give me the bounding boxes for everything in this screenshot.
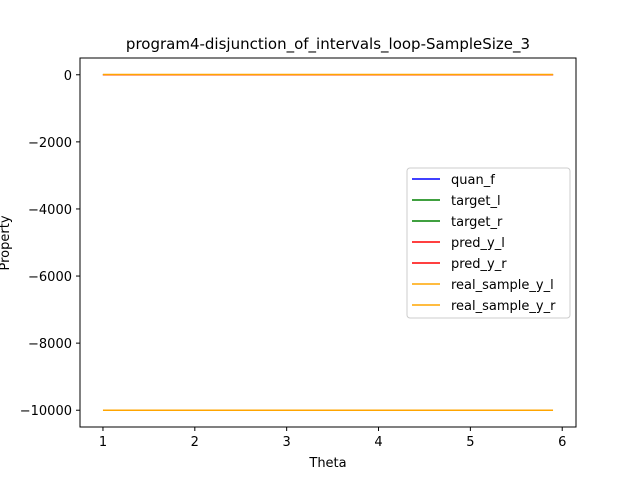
y-tick-label: −8000 <box>28 337 72 352</box>
series-layer <box>102 73 554 411</box>
legend-label: pred_y_r <box>451 257 507 272</box>
legend: quan_f target_l target_r pred_y_l pred_y_rre… <box>406 167 571 319</box>
x-axis: 1 2 3 4 5 6 <box>99 427 566 450</box>
x-tick-label: 1 <box>99 435 107 450</box>
x-tick-label: 2 <box>191 435 199 450</box>
legend-box <box>406 167 571 319</box>
legend-label: target_r <box>451 215 503 230</box>
y-tick-label: −10000 <box>20 404 72 419</box>
plot-frame <box>79 57 577 428</box>
x-tick-label: 4 <box>374 435 382 450</box>
y-axis-label: Property <box>0 215 13 270</box>
x-axis-label: Theta <box>308 456 346 471</box>
chart-title: program4-disjunction_of_intervals_loop-S… <box>126 35 530 54</box>
x-tick-label: 5 <box>466 435 474 450</box>
x-tick-label: 3 <box>283 435 291 450</box>
y-tick-label: −4000 <box>28 203 72 218</box>
legend-label: real_sample_y_r <box>451 299 556 314</box>
x-tick-label: 6 <box>558 435 566 450</box>
legend-label: real_sample_y_l <box>451 278 554 293</box>
y-axis: 0 −2000 −4000 −6000 −8000 −10000 <box>20 69 80 419</box>
legend-label: quan_f <box>451 173 495 188</box>
y-tick-label: −6000 <box>28 270 72 285</box>
legend-label: pred_y_l <box>451 236 505 251</box>
legend-label: target_l <box>451 194 501 209</box>
y-tick-label: 0 <box>64 69 72 84</box>
y-tick-label: −2000 <box>28 136 72 151</box>
